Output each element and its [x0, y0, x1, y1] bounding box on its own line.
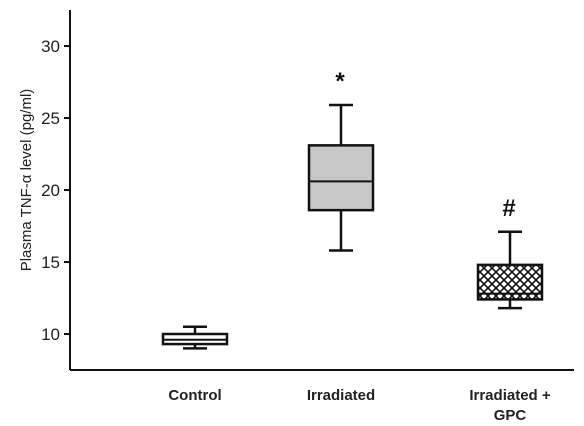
box-3: # Irradiated + GPC: [469, 195, 551, 424]
significance-marker: *: [335, 68, 345, 95]
category-label: Irradiated + GPC: [469, 387, 551, 424]
y-tick-label: 20: [41, 181, 60, 200]
plot-area: Control * Irradiated # Irradiated + GPC: [161, 68, 551, 424]
box-1: Control: [161, 325, 229, 404]
category-label-line: Control: [168, 387, 221, 404]
y-tick-label: 30: [41, 37, 60, 56]
axes: 10 15 20 25 30 Plasma TNF-α level (pg/ml): [18, 10, 574, 371]
box-iqr: [307, 144, 375, 212]
category-label-line: Irradiated +: [469, 387, 551, 404]
category-label: Irradiated: [307, 387, 375, 404]
significance-marker: #: [502, 195, 515, 222]
y-tick-label: 15: [41, 253, 60, 272]
y-tick-label: 10: [41, 325, 60, 344]
box-2: * Irradiated: [307, 68, 375, 404]
category-label-line: GPC: [494, 407, 527, 424]
category-label: Control: [168, 387, 221, 404]
y-tick-label: 25: [41, 109, 60, 128]
category-label-line: Irradiated: [307, 387, 375, 404]
y-axis-title: Plasma TNF-α level (pg/ml): [18, 89, 35, 272]
